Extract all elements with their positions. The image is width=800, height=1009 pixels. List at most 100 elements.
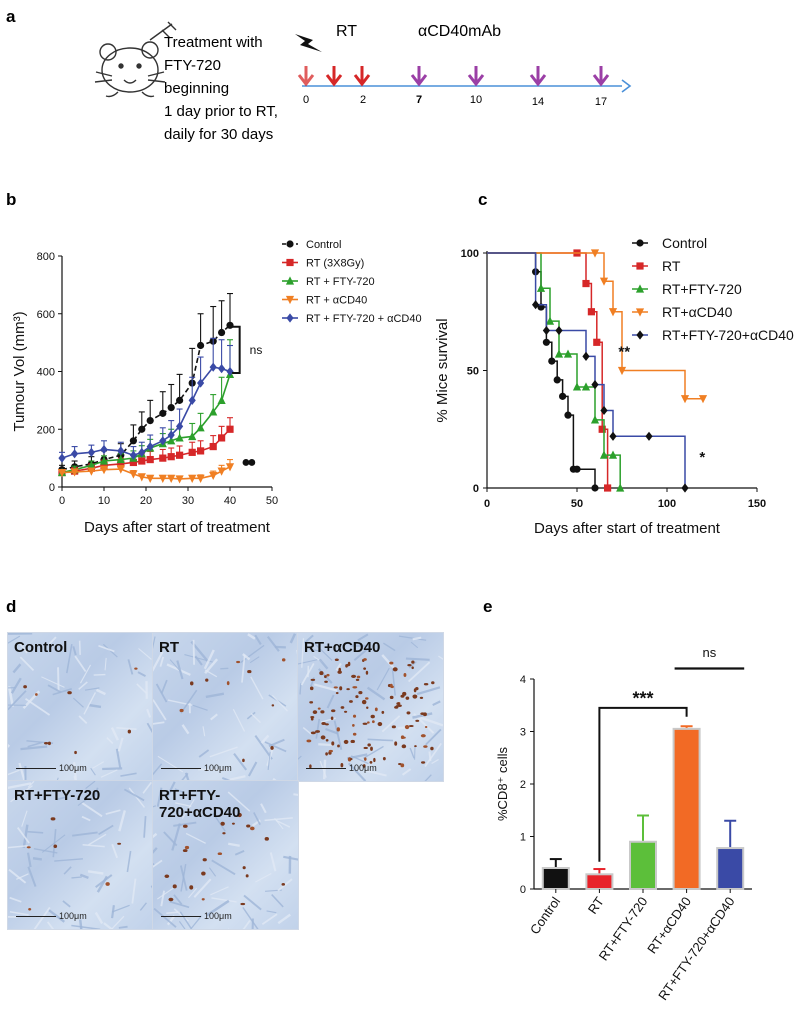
tissue-fiber (264, 741, 287, 753)
series-4 (58, 337, 234, 463)
stained-cell (172, 884, 177, 889)
data-point (587, 308, 595, 316)
stained-cell (326, 673, 330, 677)
stained-cell (249, 826, 255, 831)
tissue-fiber (412, 712, 433, 719)
data-point (616, 483, 625, 492)
tissue-fiber (106, 737, 114, 744)
scale-bar-label: 100μm (59, 763, 87, 773)
tissue-fiber (210, 713, 218, 721)
x-axis-label: Days after start of treatment (534, 520, 721, 537)
significance-bracket (232, 325, 241, 374)
bar-RT+FTY-720+αCD40 (716, 847, 745, 890)
tissue-fiber (402, 768, 412, 776)
tissue-fiber (166, 915, 176, 926)
data-point (225, 463, 235, 472)
tissue-fiber (142, 781, 152, 794)
stained-cell (401, 744, 407, 749)
stained-cell (324, 675, 327, 679)
stained-cell (400, 763, 405, 768)
tissue-fiber (410, 641, 419, 649)
tissue-fiber (12, 663, 22, 674)
data-point (188, 431, 197, 441)
stained-cell (411, 666, 414, 670)
tissue-fiber (367, 738, 394, 742)
stained-cell (377, 721, 383, 727)
tissue-fiber (299, 683, 302, 695)
legend-label: Control (662, 235, 707, 251)
tissue-fiber (302, 727, 312, 735)
significance-label: ns (703, 645, 717, 660)
scale-bar-label: 100μm (204, 911, 232, 921)
stained-cell (23, 685, 27, 689)
tissue-texture (298, 633, 443, 781)
stained-cell (370, 714, 375, 719)
x-tick-label: 0 (484, 498, 490, 510)
x-tick-label: 50 (266, 495, 278, 507)
tissue-fiber (146, 708, 152, 718)
tissue-fiber (204, 658, 219, 674)
tissue-fiber (72, 831, 98, 837)
panel-label-d: d (6, 597, 16, 616)
data-point (555, 325, 563, 336)
dose-arrow-icon (325, 66, 343, 87)
tissue-fiber (153, 763, 163, 776)
x-axis-label: Days after start of treatment (84, 519, 271, 536)
tissue-fiber (283, 855, 298, 861)
stained-cell (306, 739, 312, 743)
data-point (159, 454, 167, 462)
stained-cell (331, 741, 335, 746)
tissue-fiber (95, 688, 106, 696)
dose-arrow-icon (467, 66, 485, 87)
stained-cell (117, 842, 122, 845)
data-point (590, 249, 600, 258)
stained-cell (350, 739, 355, 744)
tissue-fiber (242, 919, 251, 929)
stained-cell (407, 664, 412, 667)
stained-cell (362, 764, 366, 768)
data-point (581, 382, 591, 391)
tissue-fiber (98, 824, 114, 836)
stained-cell (44, 742, 49, 745)
stained-cell (321, 722, 326, 725)
data-point (70, 468, 79, 477)
tissue-fiber (10, 677, 22, 694)
stained-cell (366, 706, 369, 709)
tissue-fiber (381, 654, 396, 670)
tissue-fiber (408, 661, 431, 683)
tissue-fiber (173, 908, 189, 922)
legend-label: RT+FTY-720 (662, 281, 742, 297)
tissue-fiber (310, 677, 315, 687)
tissue-fiber (160, 679, 168, 694)
tissue-fiber (27, 741, 42, 748)
y-tick-label: 4 (520, 674, 526, 686)
day-tick-2: 2 (360, 94, 366, 106)
tissue-fiber (179, 911, 193, 929)
tissue-fiber (27, 830, 44, 834)
data-point (600, 405, 608, 416)
data-point (681, 483, 689, 493)
y-tick-label: 400 (37, 367, 55, 379)
stained-cell (369, 760, 373, 764)
stained-cell (412, 694, 418, 699)
stained-cell (271, 704, 275, 707)
scale-bar-line (16, 768, 56, 770)
tissue-fiber (171, 823, 181, 851)
tissue-texture (153, 781, 298, 929)
tissue-fiber (16, 873, 29, 880)
tissue-fiber (206, 899, 230, 917)
tissue-fiber (8, 635, 21, 644)
legend-marker (635, 308, 645, 317)
stained-cell (340, 706, 345, 709)
data-point (209, 407, 218, 416)
treatment-line-2: FTY-720 (164, 57, 221, 74)
tissue-fiber (104, 657, 107, 671)
stained-cell (325, 752, 328, 756)
data-point (175, 475, 184, 484)
scale-bar: 100μm (161, 763, 232, 773)
data-point (100, 444, 108, 455)
data-point (553, 376, 561, 384)
legend-marker (285, 295, 295, 305)
stained-cell (236, 660, 241, 664)
tissue-fiber (174, 788, 185, 794)
